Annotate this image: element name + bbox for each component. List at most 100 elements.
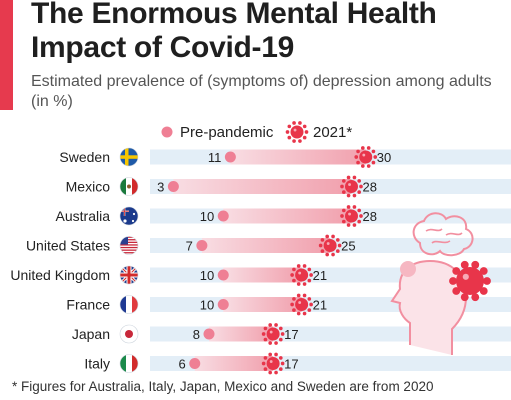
covid-2021-point-spike <box>274 341 278 345</box>
pre-pandemic-point <box>224 151 236 163</box>
pre-pandemic-point <box>189 358 201 369</box>
covid-2021-value-label: 25 <box>341 239 355 254</box>
pre-pandemic-value-label: 10 <box>200 298 214 313</box>
illustration-virus-icon-core <box>456 267 484 295</box>
covid-2021-point-spike <box>263 326 268 331</box>
category-label: Japan <box>72 326 110 342</box>
category-label: Mexico <box>66 179 111 195</box>
covid-2021-point-highlight <box>269 360 273 363</box>
covid-2021-point-spike <box>261 332 266 336</box>
pre-pandemic-point <box>203 328 215 340</box>
united-states-flag-icon <box>119 236 139 255</box>
legend-virus-icon-highlight <box>293 128 297 132</box>
category-label: Australia <box>56 208 111 224</box>
covid-2021-point-spike <box>290 273 294 277</box>
range-bar <box>223 267 302 283</box>
covid-2021-point-spike <box>302 264 307 268</box>
covid-2021-point-spike <box>346 223 351 227</box>
legend-virus-icon-core <box>290 125 304 139</box>
covid-2021-point-spike <box>356 149 360 154</box>
legend-virus-icon-spike <box>292 139 296 143</box>
covid-2021-point-spike <box>320 238 325 242</box>
covid-2021-point-spike <box>331 234 335 239</box>
covid-2021-point-core <box>359 150 373 164</box>
covid-2021-point-highlight <box>348 212 351 216</box>
covid-2021-value-label: 21 <box>313 268 327 283</box>
pre-pandemic-point <box>217 299 229 310</box>
covid-2021-point-spike <box>292 297 296 301</box>
accent-bar <box>0 0 13 110</box>
covid-2021-point-highlight <box>298 301 302 304</box>
pre-pandemic-point <box>167 181 179 192</box>
covid-2021-point-spike <box>325 252 330 257</box>
covid-2021-point-spike <box>280 332 285 336</box>
covid-2021-value-label: 28 <box>363 209 377 224</box>
covid-2021-point-spike <box>360 146 365 150</box>
covid-2021-point-core <box>323 239 337 252</box>
covid-2021-point <box>318 234 342 257</box>
range-bar <box>223 297 302 312</box>
illustration-virus-icon-spike <box>483 277 491 285</box>
pre-pandemic-point <box>196 240 208 251</box>
chart-row: Mexico 3 28 <box>66 175 511 198</box>
covid-2021-point-highlight <box>362 153 366 157</box>
category-label: United Kingdom <box>10 267 110 283</box>
illustration-virus-icon-spike <box>460 293 469 302</box>
australia-flag-icon <box>119 206 139 226</box>
covid-2021-point-spike <box>340 214 344 218</box>
covid-2021-point-spike <box>307 297 312 301</box>
covid-2021-point <box>290 264 313 286</box>
covid-2021-point-spike <box>371 149 376 154</box>
covid-2021-point <box>340 205 363 227</box>
covid-2021-point-spike <box>309 273 313 277</box>
illustration-virus-icon-spike <box>479 287 488 295</box>
covid-2021-point-spike <box>373 155 378 159</box>
illustration-virus-icon-spike <box>479 267 488 275</box>
illustration-virus-icon-spike <box>471 293 480 302</box>
legend-marker-2021 <box>285 121 309 143</box>
chart-subtitle-text: Estimated prevalence of (symptoms of) de… <box>31 73 492 110</box>
pre-pandemic-value-label: 10 <box>200 268 214 283</box>
covid-2021-point-spike <box>268 323 273 327</box>
range-bar <box>209 326 274 342</box>
covid-2021-point-spike <box>356 160 360 165</box>
covid-2021-point-spike <box>268 370 273 375</box>
chart-row: Japan 8 17 <box>72 323 511 345</box>
covid-2021-value-label: 30 <box>377 150 391 165</box>
covid-2021-value-label: 17 <box>284 327 298 342</box>
pre-pandemic-value-label: 7 <box>186 239 193 254</box>
covid-2021-point-highlight <box>348 183 351 186</box>
covid-2021-point-spike <box>296 282 301 286</box>
covid-2021-point-spike <box>296 264 301 268</box>
covid-2021-point-spike <box>292 278 296 283</box>
covid-2021-point <box>261 352 285 375</box>
covid-2021-point-spike <box>278 326 283 331</box>
legend-virus-icon-spike <box>292 121 296 125</box>
covid-2021-point-spike <box>340 184 344 189</box>
illustration-virus-icon-spike <box>471 260 480 269</box>
france-flag-icon <box>119 295 139 314</box>
covid-2021-point-highlight <box>326 242 330 245</box>
covid-2021-point-spike <box>278 367 283 371</box>
covid-2021-point-spike <box>346 193 351 198</box>
range-bar <box>201 238 331 253</box>
covid-2021-point-highlight <box>269 330 273 334</box>
covid-2021-point-spike <box>274 370 278 375</box>
covid-2021-point-core <box>266 327 280 341</box>
category-label: United States <box>26 238 110 254</box>
covid-2021-point-spike <box>337 243 342 248</box>
pre-pandemic-value-label: 10 <box>200 209 214 224</box>
covid-2021-point-spike <box>341 179 346 183</box>
japan-flag-icon <box>119 324 139 344</box>
covid-2021-point-spike <box>331 252 335 257</box>
legend-virus-icon-spike <box>304 130 309 134</box>
covid-2021-point-spike <box>318 243 323 248</box>
covid-2021-point-spike <box>366 146 371 150</box>
covid-2021-point-spike <box>357 190 362 194</box>
covid-2021-point-spike <box>352 205 357 209</box>
covid-2021-point-spike <box>320 249 325 253</box>
covid-2021-point-spike <box>359 184 363 189</box>
covid-2021-point-spike <box>335 238 340 242</box>
covid-2021-point-spike <box>274 352 278 357</box>
covid-2021-point-spike <box>346 205 351 209</box>
